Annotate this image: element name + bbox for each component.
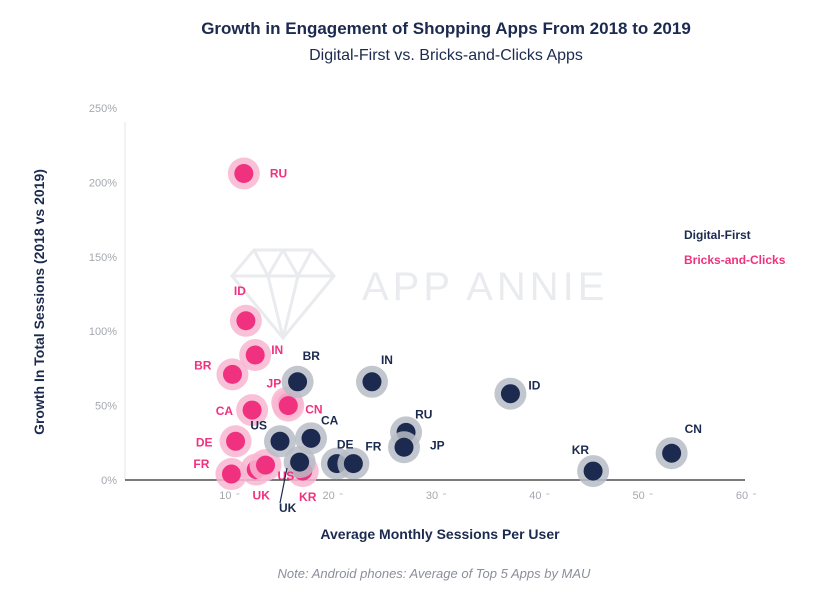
bricks-and-clicks-point-fr-label: FR <box>193 457 209 471</box>
bricks-and-clicks-point-id-label: ID <box>234 284 246 298</box>
digital-first-point-de-label: DE <box>337 438 354 452</box>
digital-first-point-ca-label: CA <box>321 413 339 427</box>
bricks-and-clicks-point-id <box>236 311 256 331</box>
legend: Digital-First Bricks-and-Clicks <box>684 228 786 267</box>
x-tick-label: 40 <box>529 490 541 502</box>
y-tick-label: 150% <box>89 252 117 264</box>
digital-first-point-id <box>500 384 520 404</box>
x-tick-label: 30 <box>426 490 438 502</box>
digital-first-point-in-label: IN <box>381 353 393 367</box>
digital-first-point-ca <box>301 428 321 448</box>
bricks-and-clicks-point-br-label: BR <box>194 358 212 372</box>
bricks-and-clicks-point-jp-label: JP <box>267 377 282 391</box>
x-axis-label: Average Monthly Sessions Per User <box>320 526 560 542</box>
y-tick-label: 200% <box>89 177 117 189</box>
digital-first-point-in <box>362 372 382 392</box>
chart-title: Growth in Engagement of Shopping Apps Fr… <box>201 19 691 38</box>
digital-first-point-fr <box>343 454 363 474</box>
digital-first-point-jp-label: JP <box>430 438 445 452</box>
bricks-and-clicks-point-de <box>226 431 246 451</box>
y-tick-label: 100% <box>89 326 117 338</box>
bricks-and-clicks-point-cn <box>278 396 298 416</box>
watermark: APP ANNIE <box>230 248 608 341</box>
bricks-and-clicks-point-ru-label: RU <box>270 166 287 180</box>
bricks-and-clicks-point-cn-label: CN <box>305 403 322 417</box>
digital-first-point-jp <box>394 437 414 457</box>
digital-first-point-br <box>288 372 308 392</box>
bricks-and-clicks-point-kr-label: KR <box>299 490 317 504</box>
legend-item-bricks-and-clicks: Bricks-and-Clicks <box>684 253 786 267</box>
uk-leader-line <box>279 467 288 504</box>
digital-first-point-us-label: US <box>250 418 267 432</box>
y-tick-labels: 0% 50% 100% 150% 200% 250% <box>89 103 117 487</box>
x-tick-label: 20 <box>323 490 335 502</box>
x-tick-label: 60 <box>736 490 748 502</box>
x-tick-labels: 10 20 30 40 50 60 <box>219 490 756 502</box>
diamond-logo-icon <box>230 248 336 341</box>
bricks-and-clicks-point-in-label: IN <box>271 343 283 357</box>
bricks-and-clicks-point-ca-label: CA <box>216 404 234 418</box>
digital-first-point-br-label: BR <box>303 349 321 363</box>
data-point-labels: RUIDINBRJPCNCADEFRUKUSKRBRINIDRUJPCAUSDE… <box>193 166 702 515</box>
bricks-and-clicks-point-br <box>222 364 242 384</box>
bricks-and-clicks-point-uk-label: UK <box>253 489 271 503</box>
digital-first-point-kr <box>583 461 603 481</box>
data-points <box>215 157 688 491</box>
x-tick-label: 50 <box>633 490 645 502</box>
y-tick-label: 50% <box>95 401 117 413</box>
bricks-and-clicks-point-ca <box>242 400 262 420</box>
digital-first-point-uk <box>290 452 310 472</box>
digital-first-point-us <box>270 431 290 451</box>
bricks-and-clicks-point-ru <box>234 163 254 183</box>
digital-first-point-kr-label: KR <box>572 443 590 457</box>
digital-first-point-cn <box>662 443 682 463</box>
legend-item-digital-first: Digital-First <box>684 228 751 242</box>
bricks-and-clicks-point-in <box>245 345 265 365</box>
y-tick-label: 250% <box>89 103 117 115</box>
digital-first-point-ru-label: RU <box>415 407 432 421</box>
y-tick-label: 0% <box>101 475 117 487</box>
digital-first-point-fr-label: FR <box>365 440 381 454</box>
bricks-and-clicks-point-fr <box>221 464 241 484</box>
digital-first-point-id-label: ID <box>528 379 540 393</box>
y-axis-label: Growth In Total Sessions (2018 vs 2019) <box>31 169 47 435</box>
x-tick-label: 10 <box>219 490 231 502</box>
digital-first-point-uk-label: UK <box>279 501 297 515</box>
chart-note: Note: Android phones: Average of Top 5 A… <box>278 566 592 581</box>
watermark-text: APP ANNIE <box>362 265 608 309</box>
chart-subtitle: Digital-First vs. Bricks-and-Clicks Apps <box>309 47 583 64</box>
bricks-and-clicks-point-de-label: DE <box>196 435 213 449</box>
digital-first-point-cn-label: CN <box>685 422 702 436</box>
bricks-and-clicks-point-us <box>256 455 276 475</box>
